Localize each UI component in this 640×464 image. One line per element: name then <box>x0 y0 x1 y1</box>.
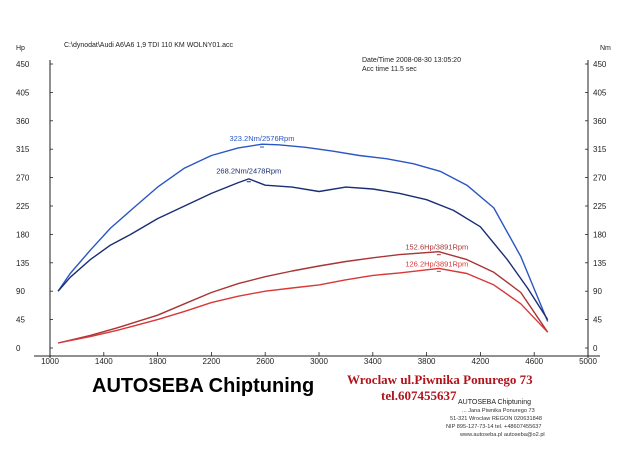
y-tick-label-right: 225 <box>593 202 607 211</box>
y-axis-left-label: Hp <box>16 45 25 52</box>
y-tick-label-right: 315 <box>593 145 607 154</box>
torque-curve-stock <box>57 178 549 320</box>
file-path: C:\dynodat\Audi A6\A6 1,9 TDI 110 KM WOL… <box>64 42 233 49</box>
y-tick-label-left: 90 <box>16 287 25 296</box>
x-tick-label: 5000 <box>579 357 597 366</box>
stamp-title: AUTOSEBA Chiptuning <box>458 399 531 406</box>
ticks-layer: 0 0 45 45 90 90 135 135 180 180 225 225 270 270 315 315… <box>16 60 607 366</box>
peak-annotation: 152.6Hp/3891Rpm <box>405 243 468 252</box>
x-tick-label: 3800 <box>418 357 436 366</box>
peak-annotation: 323.2Nm/2576Rpm <box>229 134 294 143</box>
x-tick-label: 3000 <box>310 357 328 366</box>
y-tick-label-left: 0 <box>16 344 21 353</box>
y-tick-label-left: 450 <box>16 60 30 69</box>
stamp-line: 51-321 Wroclaw REGON 020631848 <box>450 416 542 422</box>
y-tick-label-right: 135 <box>593 259 607 268</box>
x-tick-label: 3400 <box>364 357 382 366</box>
address-line: Wroclaw ul.Piwnika Ponurego 73 <box>347 372 533 387</box>
brand-name: AUTOSEBA Chiptuning <box>92 375 314 397</box>
stamp-line: www.autoseba.pl autoseba@o2.pl <box>459 432 545 438</box>
y-tick-label-right: 405 <box>593 88 607 97</box>
x-tick-label: 2200 <box>203 357 221 366</box>
x-tick-label: 1000 <box>41 357 59 366</box>
peak-annotation: 126.2Hp/3891Rpm <box>405 259 468 268</box>
x-tick-label: 4200 <box>472 357 490 366</box>
acc-time: Acc time 11.5 sec <box>362 66 417 73</box>
stamp-line: NIP 895-127-73-14 tel. +48607455637 <box>446 424 542 430</box>
phone-line: tel.607455637 <box>381 388 457 403</box>
y-tick-label-left: 405 <box>16 88 30 97</box>
y-tick-label-right: 90 <box>593 287 602 296</box>
y-tick-label-right: 45 <box>593 316 602 325</box>
y-tick-label-right: 0 <box>593 344 598 353</box>
company-stamp: AUTOSEBA Chiptuning ... Jana Piwnika Pon… <box>446 399 545 438</box>
y-tick-label-right: 270 <box>593 174 607 183</box>
curves-layer <box>57 143 549 344</box>
y-tick-label-right: 360 <box>593 117 607 126</box>
torque-curve-tuned <box>57 143 549 322</box>
labels-layer: 323.2Nm/2576Rpm 268.2Nm/2478Rpm 152.6Hp/38… <box>216 134 468 272</box>
peak-annotation: 268.2Nm/2478Rpm <box>216 167 281 176</box>
y-axis-right-label: Nm <box>600 45 611 52</box>
x-tick-label: 2600 <box>256 357 274 366</box>
x-tick-label: 1400 <box>95 357 113 366</box>
y-tick-label-left: 180 <box>16 230 30 239</box>
x-tick-label: 4600 <box>525 357 543 366</box>
y-tick-label-left: 45 <box>16 316 25 325</box>
y-tick-label-left: 315 <box>16 145 30 154</box>
date-time: Date/Time 2008-08-30 13:05:20 <box>362 57 461 64</box>
x-tick-label: 1800 <box>149 357 167 366</box>
y-tick-label-left: 360 <box>16 117 30 126</box>
power-curve-stock <box>57 267 549 344</box>
y-tick-label-left: 225 <box>16 202 30 211</box>
y-tick-label-right: 450 <box>593 60 607 69</box>
y-tick-label-right: 180 <box>593 230 607 239</box>
stamp-line: ... Jana Piwnika Ponurego 73 <box>462 408 535 414</box>
power-curve-tuned <box>57 251 549 344</box>
y-tick-label-left: 270 <box>16 174 30 183</box>
y-tick-label-left: 135 <box>16 259 30 268</box>
